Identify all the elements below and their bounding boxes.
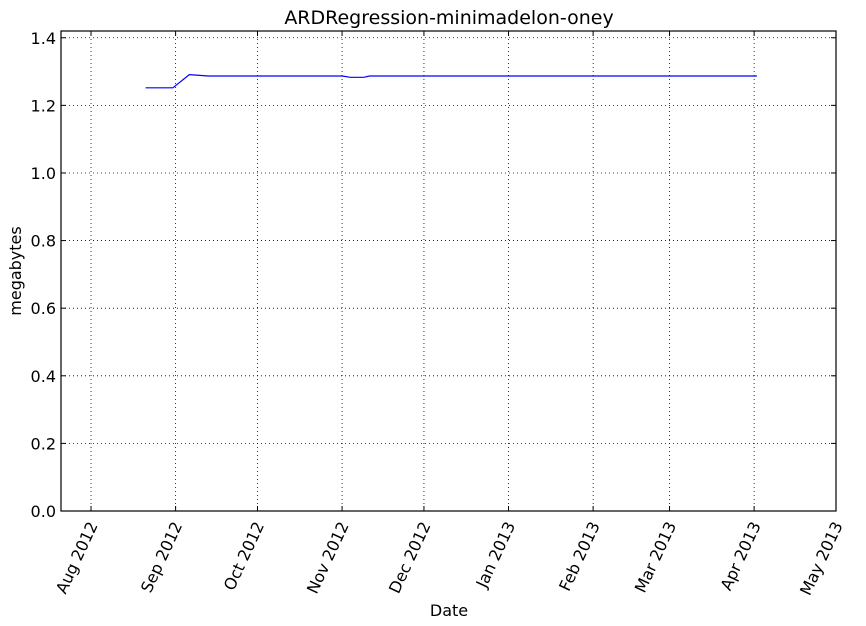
y-tick-label: 0.6 [31, 299, 56, 318]
y-tick-label: 1.4 [31, 29, 56, 48]
y-tick-label: 1.2 [31, 96, 56, 115]
x-axis-title: Date [430, 601, 468, 620]
y-tick-label: 0.4 [31, 367, 56, 386]
y-tick-label: 0.2 [31, 434, 56, 453]
y-axis-tick-labels: 0.0 0.2 0.4 0.6 0.8 1.0 1.2 1.4 [31, 29, 56, 521]
plot-frame [60, 30, 837, 512]
series-layer [145, 73, 757, 89]
y-axis-title: megabytes [6, 226, 25, 315]
y-tick-label: 0.8 [31, 232, 56, 251]
chart-title: ARDRegression-minimadelon-oney [284, 7, 613, 29]
y-tick-label: 0.0 [31, 502, 56, 521]
y-tick-label: 1.0 [31, 164, 56, 183]
axis-ticks [61, 31, 837, 512]
series-line [145, 73, 757, 89]
